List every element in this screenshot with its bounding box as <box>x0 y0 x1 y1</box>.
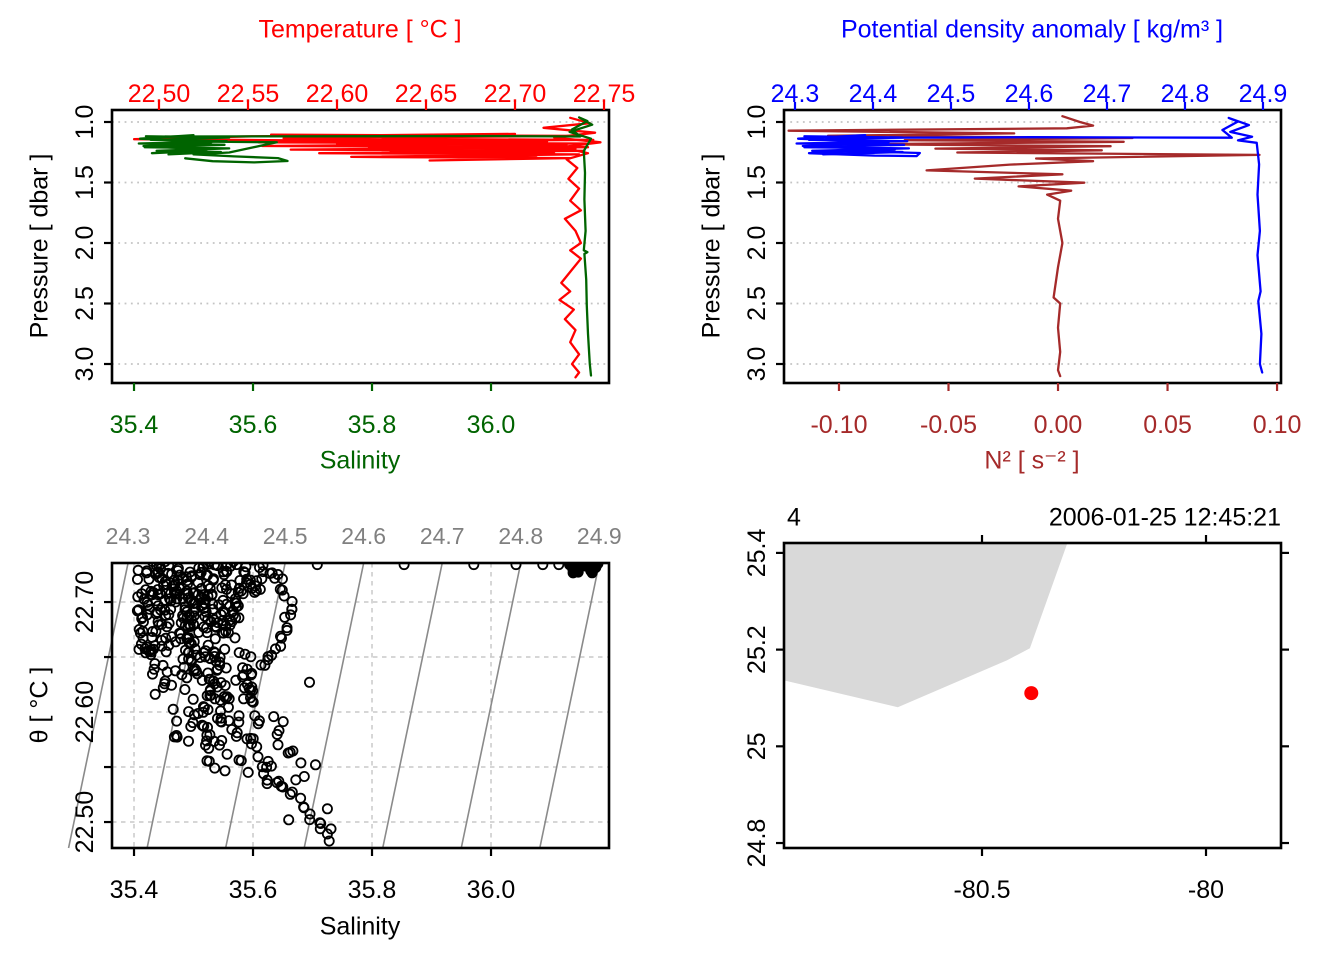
svg-text:1.0: 1.0 <box>743 105 771 140</box>
svg-text:36.0: 36.0 <box>467 411 516 439</box>
plot-frame <box>110 108 611 385</box>
svg-text:24.6: 24.6 <box>1005 80 1054 108</box>
lat-axis-left: 25.4 25.2 25 24.8 <box>743 528 784 867</box>
svg-text:-0.10: -0.10 <box>810 411 867 439</box>
pressure-axis-title-left: Pressure [ dbar ] <box>25 153 54 339</box>
station-number-label: 4 <box>787 503 801 532</box>
svg-text:22.55: 22.55 <box>217 80 280 108</box>
panel-station-map: -80.5 -80 25.4 25.2 25 24.8 <box>743 528 1289 904</box>
svg-text:25.2: 25.2 <box>743 625 771 674</box>
svg-text:-0.05: -0.05 <box>920 411 977 439</box>
density-axis-title: Potential density anomaly [ kg/m³ ] <box>840 15 1224 44</box>
svg-text:3.0: 3.0 <box>743 347 771 382</box>
svg-text:-80.5: -80.5 <box>954 876 1011 904</box>
svg-text:-80: -80 <box>1188 876 1224 904</box>
gridlines <box>784 121 1281 365</box>
gridlines <box>112 121 609 365</box>
map-layers <box>784 543 1068 708</box>
svg-text:3.0: 3.0 <box>71 347 99 382</box>
svg-text:35.8: 35.8 <box>348 411 397 439</box>
panel-density-n2-profile: 24.3 24.4 24.5 24.6 24.7 24.8 24.9 -0.10 -0.05 0.… <box>743 80 1301 439</box>
svg-text:22.50: 22.50 <box>128 80 191 108</box>
svg-text:0.05: 0.05 <box>1143 411 1192 439</box>
lat-axis-right <box>1281 551 1289 845</box>
svg-text:35.6: 35.6 <box>229 876 278 904</box>
pressure-axis-title-right: Pressure [ dbar ] <box>697 153 726 339</box>
svg-text:22.70: 22.70 <box>484 80 547 108</box>
salinity-series <box>137 116 594 377</box>
isopycnal-label: 24.7 <box>420 523 465 549</box>
svg-text:2.5: 2.5 <box>743 286 771 321</box>
svg-text:2.5: 2.5 <box>71 286 99 321</box>
plot-frame <box>782 108 1283 385</box>
salinity-axis-title-bottom: Salinity <box>319 912 401 941</box>
temperature-series <box>132 116 602 379</box>
station-marker <box>1024 686 1039 701</box>
n2-axis-title: N² [ s⁻² ] <box>984 446 1080 475</box>
isopycnal-lines: 24.3 24.4 24.5 24.6 24.7 24.8 24.9 <box>67 523 622 849</box>
sal-axis-bottom: 35.4 35.6 35.8 36.0 <box>110 383 516 439</box>
svg-text:24.7: 24.7 <box>1083 80 1132 108</box>
svg-text:22.65: 22.65 <box>395 80 458 108</box>
svg-text:24.3: 24.3 <box>771 80 820 108</box>
isopycnal-label: 24.4 <box>184 523 229 549</box>
gridlines <box>112 563 609 848</box>
plot-frame <box>110 561 611 850</box>
salinity-axis-title-top: Salinity <box>319 446 401 475</box>
svg-text:0.10: 0.10 <box>1253 411 1302 439</box>
svg-text:22.60: 22.60 <box>306 80 369 108</box>
svg-text:24.8: 24.8 <box>743 819 771 868</box>
svg-text:2.0: 2.0 <box>71 226 99 261</box>
svg-text:35.4: 35.4 <box>110 876 159 904</box>
sal-axis-bottom: 35.4 35.6 35.8 36.0 <box>110 848 516 904</box>
lon-axis-bottom: -80.5 -80 <box>954 848 1224 904</box>
svg-text:24.8: 24.8 <box>1161 80 1210 108</box>
temp-axis-top: 22.50 22.55 22.60 22.65 22.70 22.75 <box>128 80 636 110</box>
land-polygon <box>784 543 1068 708</box>
isopycnal-label: 24.5 <box>263 523 308 549</box>
theta-axis-left: 22.50 22.60 22.70 <box>71 571 112 854</box>
svg-text:1.0: 1.0 <box>71 105 99 140</box>
svg-text:1.5: 1.5 <box>743 165 771 200</box>
pressure-axis-left: 1.0 1.5 2.0 2.5 3.0 <box>71 105 112 382</box>
svg-text:25: 25 <box>743 732 771 760</box>
svg-text:0.00: 0.00 <box>1034 411 1083 439</box>
svg-text:24.4: 24.4 <box>849 80 898 108</box>
svg-text:35.4: 35.4 <box>110 411 159 439</box>
svg-text:36.0: 36.0 <box>467 876 516 904</box>
svg-text:24.5: 24.5 <box>927 80 976 108</box>
svg-text:22.50: 22.50 <box>71 791 99 854</box>
svg-text:2.0: 2.0 <box>743 226 771 261</box>
station-datetime-label: 2006-01-25 12:45:21 <box>1048 503 1281 532</box>
isopycnal-label: 24.3 <box>106 523 151 549</box>
theta-axis-title: θ [ °C ] <box>25 666 54 744</box>
panel-ts-diagram: 24.3 24.4 24.5 24.6 24.7 24.8 24.9 35.4 35.6 35.8… <box>67 523 622 904</box>
isopycnal-label: 24.8 <box>498 523 543 549</box>
lon-axis-top <box>980 535 1208 543</box>
ts-scatter-points <box>131 563 604 847</box>
svg-text:24.9: 24.9 <box>1239 80 1288 108</box>
svg-text:1.5: 1.5 <box>71 165 99 200</box>
isopycnal-label: 24.6 <box>341 523 386 549</box>
plot-frame <box>782 541 1283 850</box>
svg-text:35.6: 35.6 <box>229 411 278 439</box>
svg-text:25.4: 25.4 <box>743 528 771 577</box>
pressure-axis-left: 1.0 1.5 2.0 2.5 3.0 <box>743 105 784 382</box>
n2-axis-bottom: -0.10 -0.05 0.00 0.05 0.10 <box>810 383 1301 439</box>
density-series <box>795 116 1264 374</box>
svg-text:22.70: 22.70 <box>71 571 99 634</box>
isopycnal-label: 24.9 <box>577 523 622 549</box>
temperature-axis-title: Temperature [ °C ] <box>258 15 462 44</box>
svg-text:35.8: 35.8 <box>348 876 397 904</box>
density-axis-top: 24.3 24.4 24.5 24.6 24.7 24.8 24.9 <box>771 80 1288 110</box>
svg-text:22.75: 22.75 <box>573 80 636 108</box>
svg-text:22.60: 22.60 <box>71 681 99 744</box>
